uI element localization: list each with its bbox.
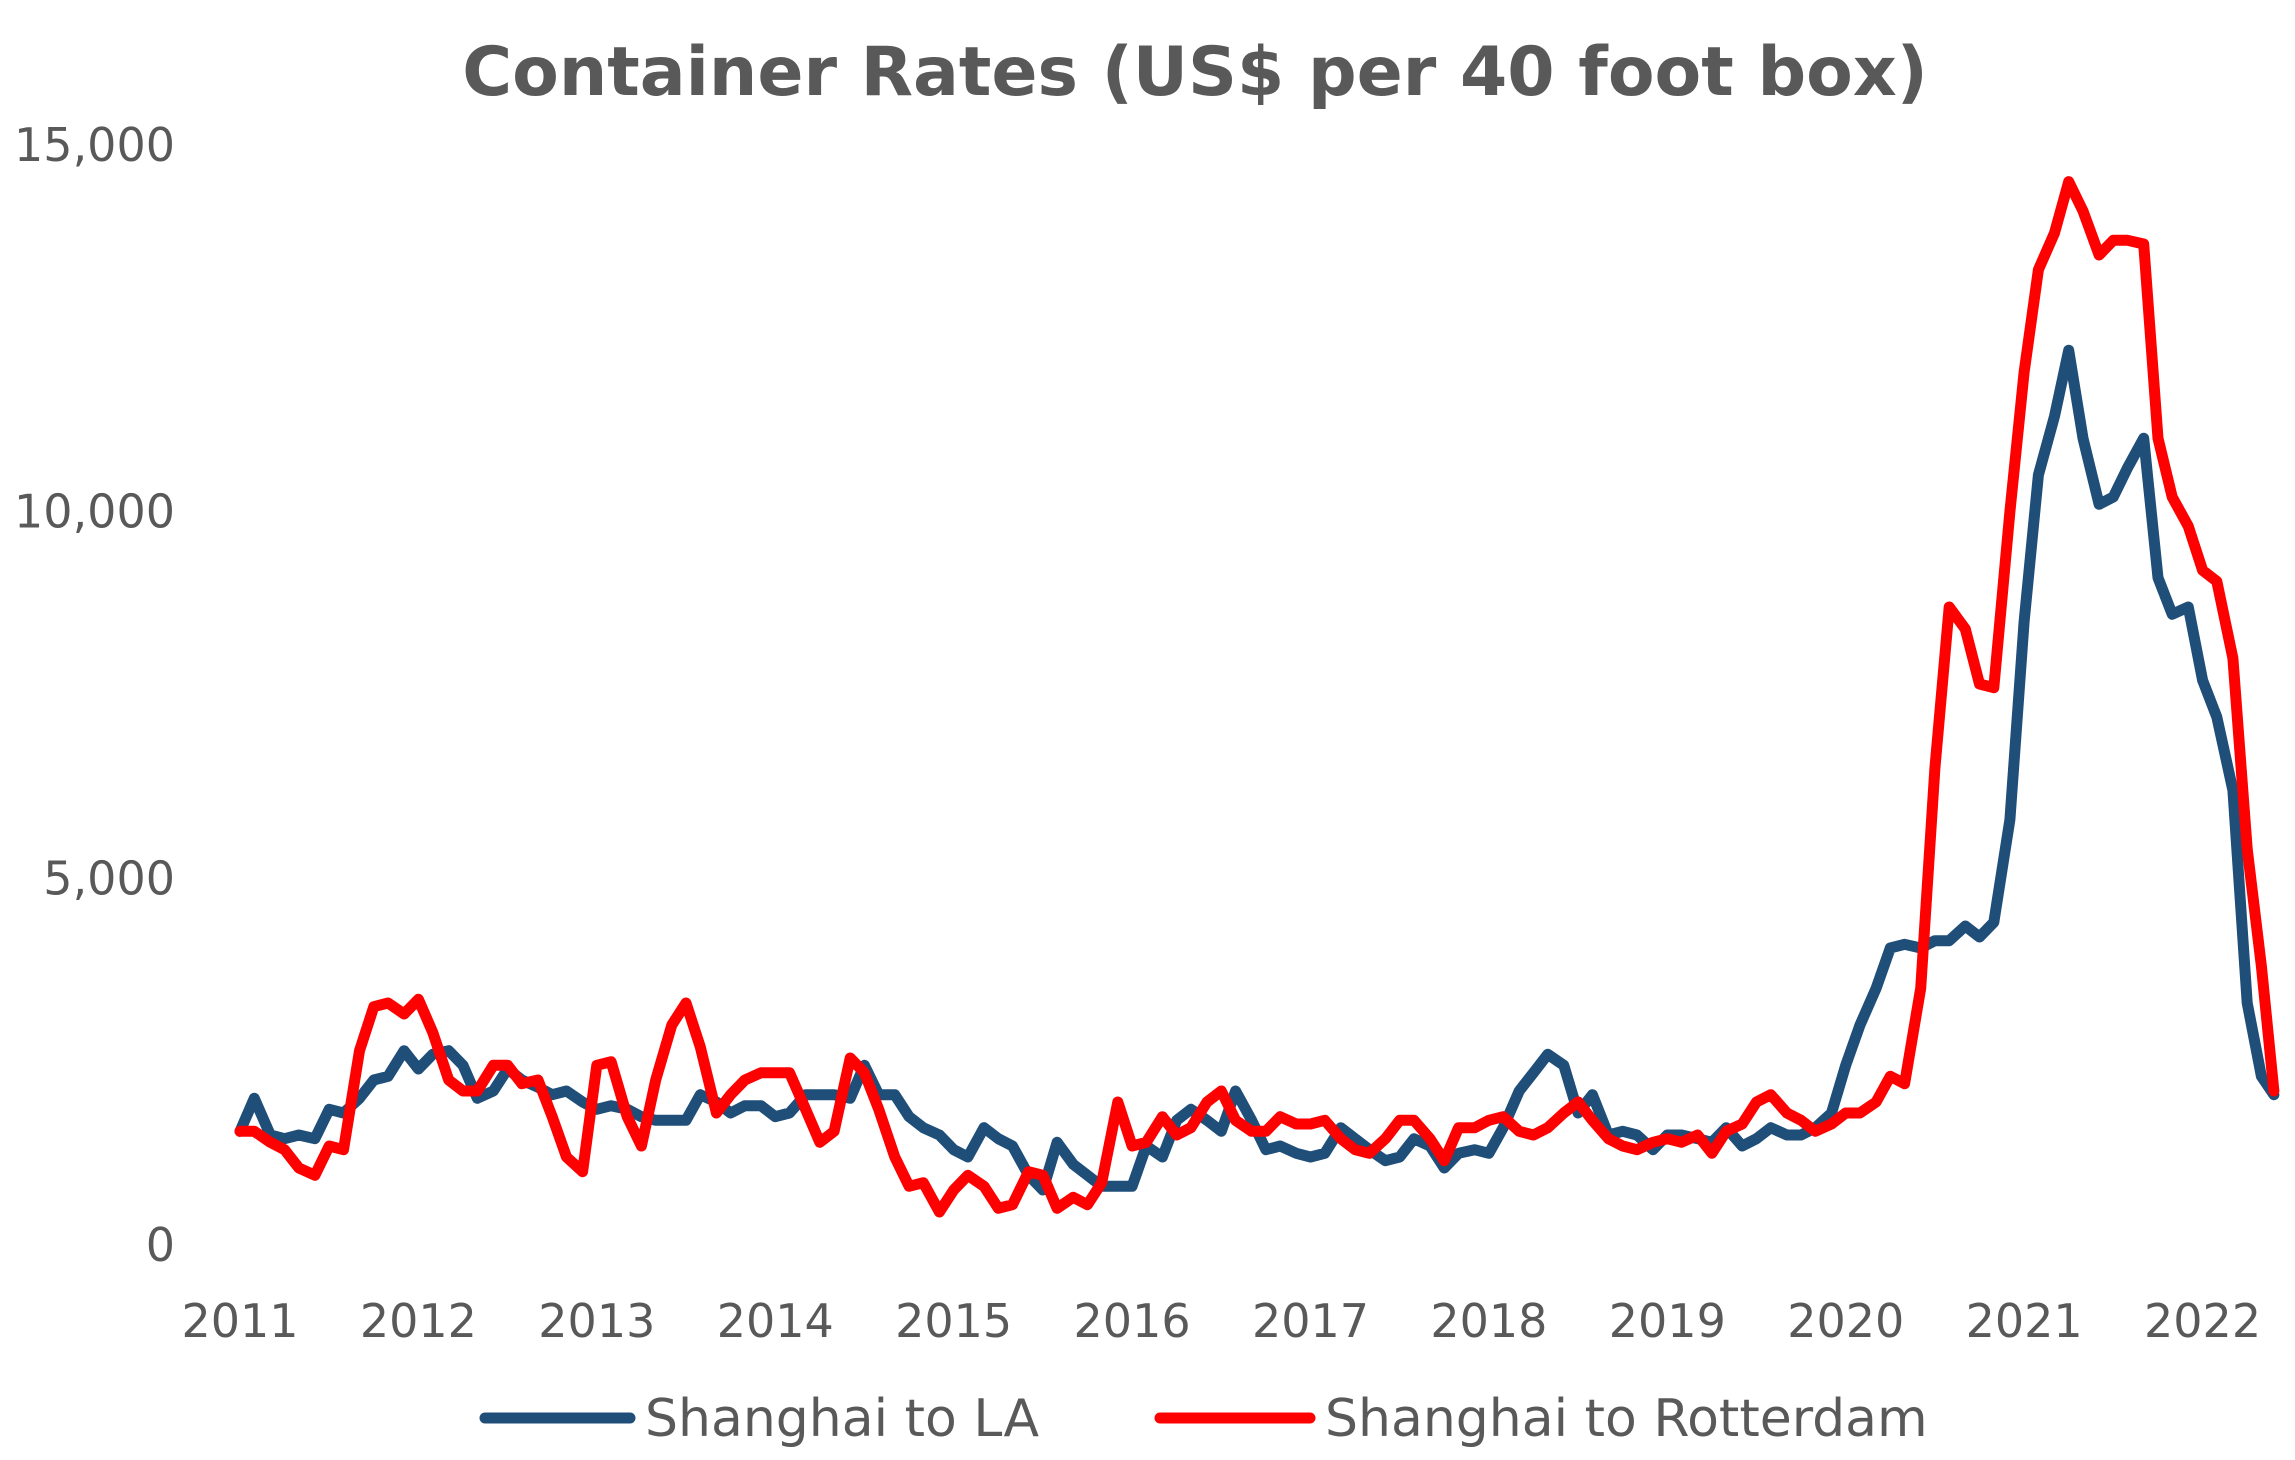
- x-tick-label: 2014: [717, 1294, 834, 1348]
- legend-label: Shanghai to Rotterdam: [1325, 1389, 1928, 1449]
- x-tick-label: 2017: [1252, 1294, 1369, 1348]
- y-tick-label: 15,000: [14, 118, 175, 172]
- series-lines: [234, 176, 2280, 1218]
- x-axis-ticks: 2011 2012 2013 2014 2015 2016 2017 2018 2019 2020…: [181, 1294, 2261, 1348]
- x-tick-label: 2011: [181, 1294, 298, 1348]
- x-tick-label: 2018: [1430, 1294, 1547, 1348]
- x-tick-label: 2012: [360, 1294, 477, 1348]
- legend-item-shanghai-to-rotterdam: Shanghai to Rotterdam: [1154, 1389, 1928, 1449]
- x-tick-label: 2019: [1609, 1294, 1726, 1348]
- legend-label: Shanghai to LA: [645, 1389, 1039, 1449]
- y-tick-label: 10,000: [14, 485, 175, 539]
- x-tick-label: 2016: [1074, 1294, 1191, 1348]
- y-axis-ticks: 0 5,000 10,000 15,000: [14, 118, 175, 1272]
- series-line-shanghai-to-la: [234, 344, 2280, 1196]
- y-tick-label: 5,000: [43, 851, 175, 905]
- x-tick-label: 2022: [2144, 1294, 2261, 1348]
- x-tick-label: 2021: [1966, 1294, 2083, 1348]
- chart-title: Container Rates (US$ per 40 foot box): [462, 33, 1928, 112]
- y-tick-label: 0: [146, 1218, 175, 1272]
- x-tick-label: 2015: [895, 1294, 1012, 1348]
- legend: Shanghai to LA Shanghai to Rotterdam: [479, 1389, 1928, 1449]
- series-line-shanghai-to-rotterdam: [234, 176, 2280, 1218]
- x-tick-label: 2020: [1787, 1294, 1904, 1348]
- legend-item-shanghai-to-la: Shanghai to LA: [479, 1389, 1039, 1449]
- x-tick-label: 2013: [538, 1294, 655, 1348]
